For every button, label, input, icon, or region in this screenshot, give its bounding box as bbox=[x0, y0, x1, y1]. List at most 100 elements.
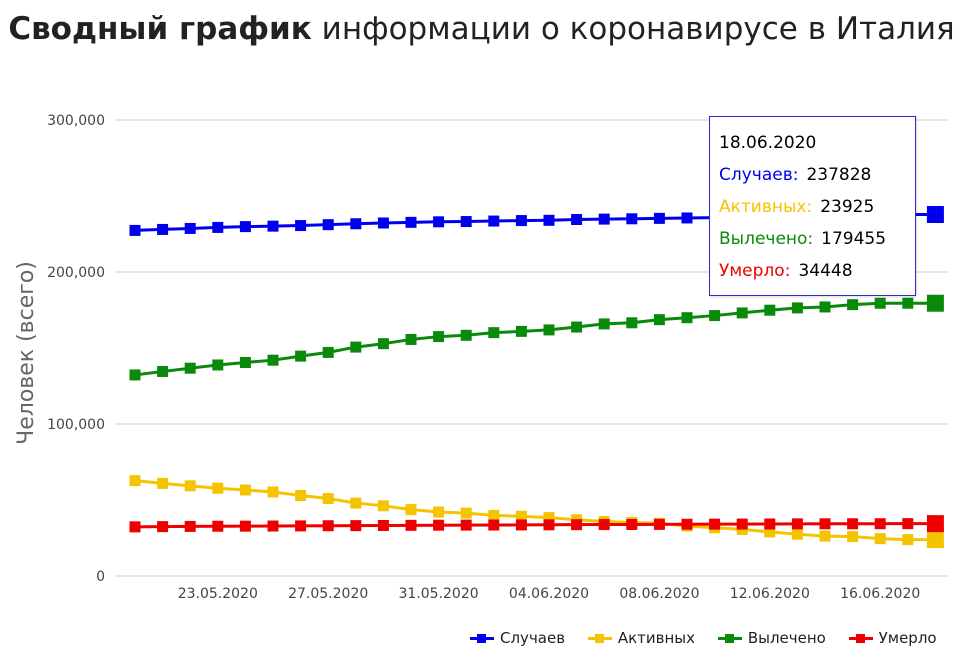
data-point bbox=[488, 509, 500, 521]
chart-series[interactable] bbox=[129, 206, 944, 549]
data-point bbox=[764, 518, 776, 530]
data-point bbox=[515, 519, 527, 531]
series-line bbox=[134, 301, 936, 377]
data-point bbox=[405, 333, 417, 345]
tooltip-value: 237828 bbox=[806, 165, 872, 185]
chart-title: Сводный график информации о коронавирусе… bbox=[0, 6, 963, 52]
data-point bbox=[571, 321, 583, 333]
series-Вылечено bbox=[129, 294, 944, 381]
data-point bbox=[239, 484, 251, 496]
data-point bbox=[515, 510, 527, 522]
series-Случаев bbox=[129, 206, 944, 236]
data-point bbox=[350, 341, 362, 353]
legend-swatch bbox=[587, 632, 612, 644]
data-point bbox=[543, 512, 555, 524]
series-line bbox=[134, 522, 936, 529]
data-point bbox=[488, 327, 500, 339]
y-tick-label: 0 bbox=[96, 569, 105, 585]
data-point bbox=[184, 362, 196, 374]
data-point bbox=[764, 304, 776, 316]
data-point bbox=[681, 312, 693, 324]
data-point bbox=[902, 518, 914, 530]
data-point bbox=[819, 518, 831, 530]
legend-swatch bbox=[470, 632, 494, 644]
data-point bbox=[129, 521, 141, 533]
legend-label: Активных bbox=[617, 628, 696, 647]
tooltip-row-recovered: Вылечено: 179455 bbox=[719, 223, 915, 255]
y-tick-label: 300,000 bbox=[47, 113, 105, 129]
tooltip-date: 18.06.2020 bbox=[719, 133, 817, 153]
data-point bbox=[488, 519, 500, 531]
data-point bbox=[626, 317, 638, 329]
data-point bbox=[322, 520, 334, 532]
data-point bbox=[819, 301, 831, 313]
legend-label: Случаев bbox=[500, 628, 566, 647]
data-point bbox=[322, 493, 334, 505]
data-point bbox=[184, 520, 196, 532]
data-point bbox=[874, 518, 886, 530]
data-point bbox=[653, 518, 665, 530]
data-point bbox=[926, 515, 944, 533]
series-line bbox=[134, 479, 936, 542]
legend-item-active[interactable]: Активных bbox=[587, 628, 696, 647]
data-point bbox=[847, 299, 859, 311]
data-point bbox=[157, 223, 169, 235]
legend-item-deaths[interactable]: Умерло bbox=[848, 629, 937, 647]
data-point bbox=[239, 520, 251, 532]
tooltip-label: Умерло: bbox=[719, 261, 791, 281]
data-point bbox=[129, 369, 141, 381]
data-point bbox=[460, 216, 472, 228]
data-tooltip: 18.06.2020 Случаев: 237828 Активных: 23925… bbox=[709, 116, 916, 296]
data-point bbox=[184, 222, 196, 234]
data-point bbox=[736, 307, 748, 319]
data-point bbox=[295, 490, 307, 502]
data-point bbox=[791, 518, 803, 530]
tooltip-value: 23925 bbox=[820, 197, 875, 217]
data-point bbox=[295, 520, 307, 532]
data-point bbox=[791, 302, 803, 314]
data-point bbox=[653, 212, 665, 224]
data-point bbox=[598, 519, 610, 531]
x-tick-label: 12.06.2020 bbox=[730, 586, 810, 602]
legend-label: Вылечено bbox=[747, 628, 826, 647]
data-point bbox=[709, 310, 721, 322]
x-tick-label: 27.05.2020 bbox=[288, 586, 368, 602]
data-point bbox=[819, 530, 831, 542]
data-point bbox=[239, 356, 251, 368]
data-point bbox=[405, 519, 417, 531]
data-point bbox=[157, 477, 169, 489]
legend-swatch bbox=[848, 632, 873, 644]
tooltip-row-active: Активных: 23925 bbox=[719, 191, 915, 223]
tooltip-row-deaths: Умерло: 34448 bbox=[719, 255, 915, 287]
data-point bbox=[184, 480, 196, 492]
data-point bbox=[377, 500, 389, 512]
data-point bbox=[239, 221, 251, 233]
x-tick-label: 04.06.2020 bbox=[509, 586, 589, 602]
legend-item-cases[interactable]: Случаев bbox=[470, 629, 565, 647]
data-point bbox=[377, 217, 389, 229]
data-point bbox=[405, 216, 417, 228]
data-point bbox=[267, 520, 279, 532]
data-point bbox=[543, 519, 555, 531]
data-point bbox=[377, 338, 389, 350]
data-point bbox=[405, 504, 417, 516]
y-tick-label: 100,000 bbox=[47, 417, 105, 433]
data-point bbox=[543, 324, 555, 336]
data-point bbox=[626, 518, 638, 530]
tooltip-value: 34448 bbox=[798, 261, 853, 281]
data-point bbox=[129, 475, 141, 487]
data-point bbox=[571, 519, 583, 531]
data-point bbox=[926, 531, 944, 549]
data-point bbox=[488, 215, 500, 227]
data-point bbox=[653, 314, 665, 326]
y-axis-label: Человек (всего) bbox=[14, 261, 39, 445]
legend-item-recovered[interactable]: Вылечено bbox=[717, 628, 826, 647]
data-point bbox=[598, 318, 610, 330]
data-point bbox=[129, 224, 141, 236]
data-point bbox=[902, 534, 914, 546]
data-point bbox=[874, 297, 886, 309]
x-tick-label: 23.05.2020 bbox=[178, 586, 258, 602]
x-tick-label: 08.06.2020 bbox=[619, 586, 699, 602]
data-point bbox=[212, 520, 224, 532]
chart-legend: Случаев Активных Вылечено Умерло bbox=[470, 628, 937, 652]
